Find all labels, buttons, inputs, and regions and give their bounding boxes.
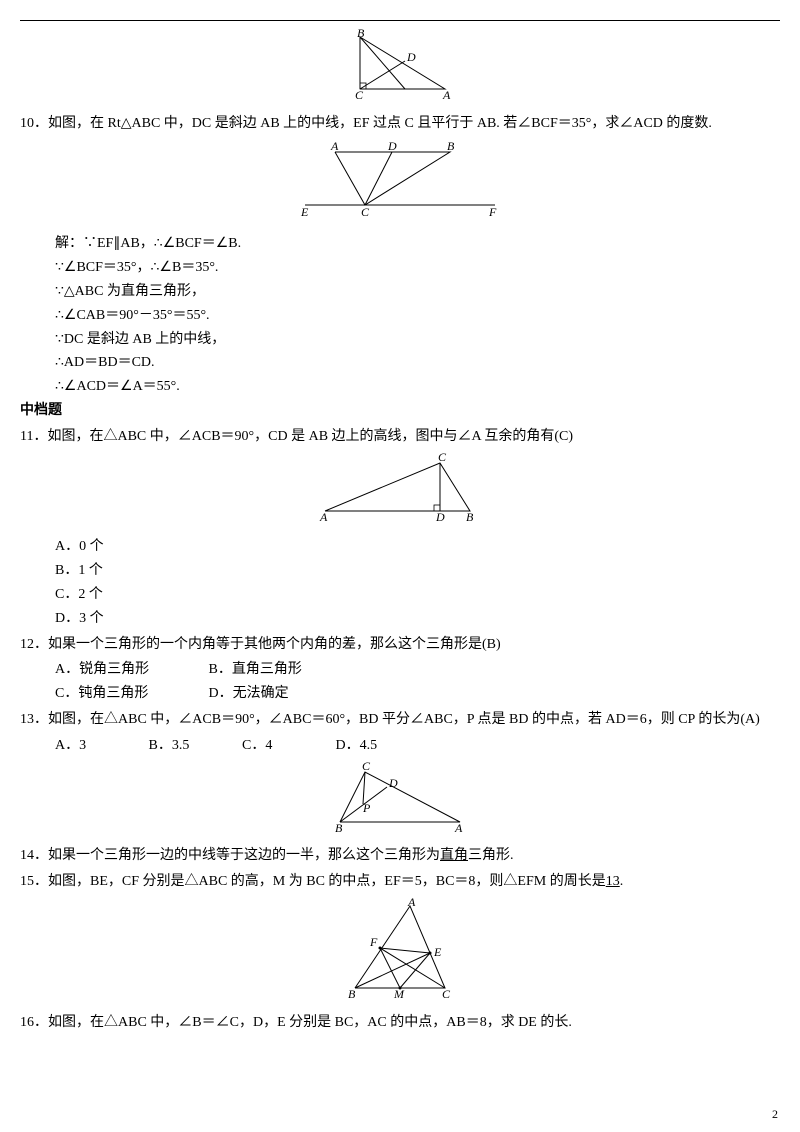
svg-text:B: B bbox=[348, 987, 356, 998]
svg-text:M: M bbox=[393, 987, 405, 998]
svg-text:C: C bbox=[442, 987, 451, 998]
sol-line: ∴AD＝BD＝CD. bbox=[55, 351, 780, 375]
svg-text:A: A bbox=[454, 821, 463, 832]
q10-text: 10．如图，在 Rt△ABC 中，DC 是斜边 AB 上的中线，EF 过点 C … bbox=[20, 116, 712, 131]
opt: B．1 个 bbox=[55, 559, 780, 583]
fig-q9: B D C A bbox=[20, 29, 780, 108]
svg-text:C: C bbox=[361, 205, 370, 219]
opt: B．直角三角形 bbox=[209, 658, 359, 682]
svg-text:B: B bbox=[335, 821, 343, 832]
opt: A．锐角三角形 bbox=[55, 658, 205, 682]
opt: D．4.5 bbox=[336, 734, 426, 758]
q15-pre: 15．如图，BE，CF 分别是△ABC 的高，M 为 BC 的中点，EF＝5，B… bbox=[20, 874, 606, 889]
opt: D．无法确定 bbox=[209, 682, 359, 706]
q15-post: . bbox=[620, 874, 624, 889]
top-rule bbox=[20, 20, 780, 21]
q14-ans: 直角 bbox=[440, 848, 468, 863]
svg-text:F: F bbox=[488, 205, 497, 219]
sol-line: ∵DC 是斜边 AB 上的中线， bbox=[55, 328, 780, 352]
sol-line: ∵∠BCF＝35°，∴∠B＝35°. bbox=[55, 256, 780, 280]
q12-options: A．锐角三角形 B．直角三角形 C．钝角三角形 D．无法确定 bbox=[20, 658, 780, 706]
opt: C．4 bbox=[242, 734, 332, 758]
lbl-B: B bbox=[357, 29, 365, 40]
svg-text:B: B bbox=[466, 510, 474, 523]
opt: B．3.5 bbox=[149, 734, 239, 758]
svg-text:B: B bbox=[447, 140, 455, 153]
svg-text:F: F bbox=[369, 935, 378, 949]
q13-text: 13．如图，在△ABC 中，∠ACB＝90°，∠ABC＝60°，BD 平分∠AB… bbox=[20, 712, 760, 727]
opt: C．钝角三角形 bbox=[55, 682, 205, 706]
lbl-A: A bbox=[442, 88, 451, 99]
svg-text:A: A bbox=[407, 898, 416, 909]
q15-ans: 13 bbox=[606, 874, 620, 889]
lbl-C: C bbox=[355, 88, 364, 99]
opt: A．3 bbox=[55, 734, 145, 758]
svg-text:D: D bbox=[435, 510, 445, 523]
sol-line: 解：∵EF∥AB，∴∠BCF＝∠B. bbox=[55, 232, 780, 256]
svg-text:D: D bbox=[387, 140, 397, 153]
page-number: 2 bbox=[772, 1104, 778, 1124]
opt: D．3 个 bbox=[55, 607, 780, 631]
svg-text:A: A bbox=[330, 140, 339, 153]
q14: 14．如果一个三角形一边的中线等于这边的一半，那么这个三角形为直角三角形. bbox=[20, 844, 780, 868]
svg-text:C: C bbox=[438, 453, 447, 464]
q16-text: 16．如图，在△ABC 中，∠B＝∠C，D，E 分别是 BC，AC 的中点，AB… bbox=[20, 1015, 572, 1030]
q11-text: 11．如图，在△ABC 中，∠ACB＝90°，CD 是 AB 边上的高线，图中与… bbox=[20, 429, 573, 444]
q14-post: 三角形. bbox=[468, 848, 514, 863]
sol-line: ∴∠CAB＝90°－35°＝55°. bbox=[55, 304, 780, 328]
q13: 13．如图，在△ABC 中，∠ACB＝90°，∠ABC＝60°，BD 平分∠AB… bbox=[20, 708, 780, 732]
svg-text:E: E bbox=[433, 945, 442, 959]
sol-line: ∴∠ACD＝∠A＝55°. bbox=[55, 375, 780, 399]
sol-line: ∵△ABC 为直角三角形， bbox=[55, 280, 780, 304]
opt: A．0 个 bbox=[55, 535, 780, 559]
q10: 10．如图，在 Rt△ABC 中，DC 是斜边 AB 上的中线，EF 过点 C … bbox=[20, 112, 780, 136]
heading-mid: 中档题 bbox=[20, 399, 780, 423]
fig-q13: C D P B A bbox=[20, 762, 780, 841]
svg-text:E: E bbox=[300, 205, 309, 219]
svg-text:A: A bbox=[319, 510, 328, 523]
lbl-D: D bbox=[406, 50, 416, 64]
q11-options: A．0 个 B．1 个 C．2 个 D．3 个 bbox=[20, 535, 780, 630]
q12: 12．如果一个三角形的一个内角等于其他两个内角的差，那么这个三角形是(B) bbox=[20, 633, 780, 657]
opt: C．2 个 bbox=[55, 583, 780, 607]
q13-options: A．3 B．3.5 C．4 D．4.5 bbox=[20, 734, 780, 758]
fig-q15: A F E B M C bbox=[20, 898, 780, 1007]
q11: 11．如图，在△ABC 中，∠ACB＝90°，CD 是 AB 边上的高线，图中与… bbox=[20, 425, 780, 449]
fig-q10: A D B E C F bbox=[20, 140, 780, 229]
q14-pre: 14．如果一个三角形一边的中线等于这边的一半，那么这个三角形为 bbox=[20, 848, 440, 863]
svg-text:C: C bbox=[362, 762, 371, 773]
q10-solution: 解：∵EF∥AB，∴∠BCF＝∠B. ∵∠BCF＝35°，∴∠B＝35°. ∵△… bbox=[20, 232, 780, 399]
q16: 16．如图，在△ABC 中，∠B＝∠C，D，E 分别是 BC，AC 的中点，AB… bbox=[20, 1011, 780, 1035]
q12-text: 12．如果一个三角形的一个内角等于其他两个内角的差，那么这个三角形是(B) bbox=[20, 637, 501, 652]
fig-q11: C A D B bbox=[20, 453, 780, 532]
svg-text:P: P bbox=[362, 801, 371, 815]
q15: 15．如图，BE，CF 分别是△ABC 的高，M 为 BC 的中点，EF＝5，B… bbox=[20, 870, 780, 894]
svg-text:D: D bbox=[388, 776, 398, 790]
